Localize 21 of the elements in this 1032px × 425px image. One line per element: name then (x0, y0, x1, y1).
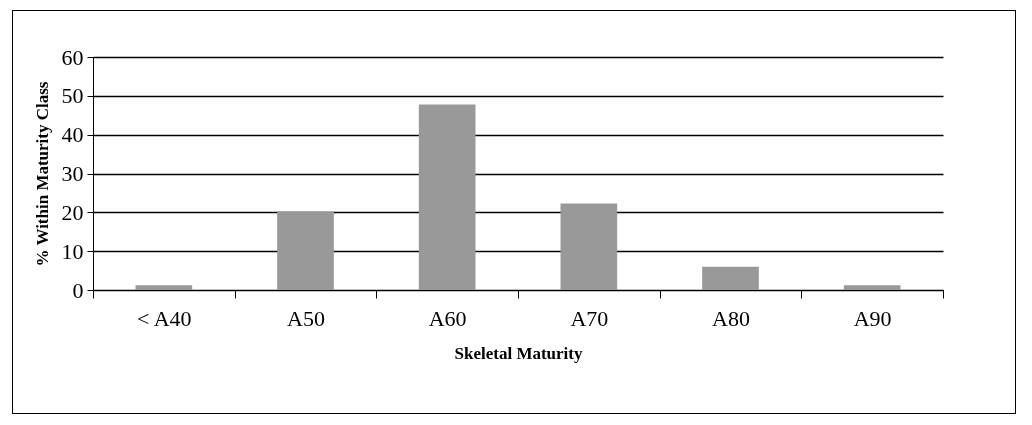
bar (560, 203, 618, 290)
x-tick-label: A60 (428, 305, 467, 331)
y-tick-label: 60 (61, 44, 84, 70)
y-tick-label: 10 (61, 238, 84, 264)
x-tick-label: A70 (570, 305, 609, 331)
y-axis-title: % Within Maturity Class (32, 81, 52, 267)
y-tick-label: 0 (72, 277, 84, 303)
bar (135, 285, 193, 290)
x-tick-label: A90 (853, 305, 892, 331)
y-tick-label: 30 (61, 161, 84, 186)
x-tick-label: A50 (287, 305, 325, 331)
x-tick-label: < A40 (137, 305, 192, 331)
x-axis-title: Skeletal Maturity (454, 343, 583, 363)
bar (277, 211, 334, 290)
x-tick-label: A80 (712, 305, 750, 331)
y-tick-label: 40 (61, 122, 84, 148)
bar (418, 104, 476, 290)
y-tick-label: 50 (61, 83, 84, 109)
y-tick-label: 20 (61, 199, 84, 225)
bar (702, 266, 759, 290)
bar (843, 285, 901, 290)
